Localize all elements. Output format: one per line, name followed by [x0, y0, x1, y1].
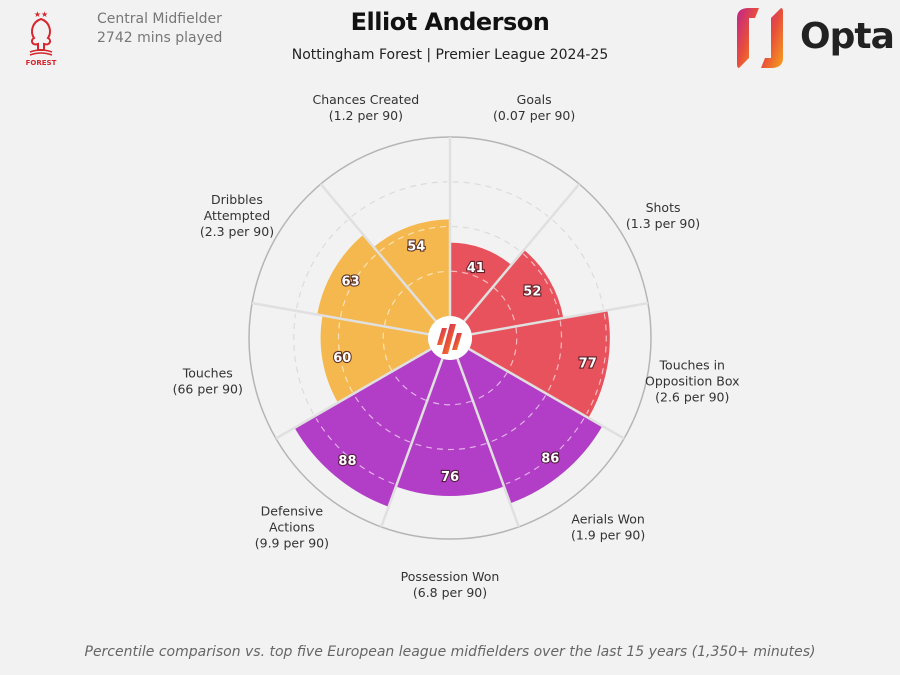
grid-ring: [552, 219, 604, 309]
grid-ring: [452, 181, 549, 218]
category-rate: (2.3 per 90): [200, 224, 274, 239]
category-label: Touches in Opposition Box (2.6 per 90): [645, 358, 740, 405]
grid-ring: [296, 219, 348, 309]
category-name: Dribbles: [211, 192, 263, 207]
category-name: Aerials Won: [571, 511, 644, 526]
category-name: Opposition Box: [645, 374, 740, 389]
category-label: Goals (0.07 per 90): [493, 92, 575, 123]
chart-subtitle: Nottingham Forest | Premier League 2024-…: [291, 47, 609, 63]
spoke: [463, 183, 581, 322]
grid-ring: [451, 225, 521, 252]
category-label: Aerials Won (1.9 per 90): [571, 511, 645, 542]
value-label: 77: [579, 356, 597, 371]
category-label: Defensive Actions (9.9 per 90): [255, 503, 329, 550]
chart-title: Elliot Anderson: [350, 8, 550, 36]
grid-ring: [451, 270, 493, 287]
grid-ring: [382, 327, 393, 371]
spoke: [456, 358, 520, 528]
spoke: [471, 301, 649, 336]
opta-brand-text: Opta: [800, 16, 895, 57]
category-label: Touches (66 per 90): [173, 366, 243, 397]
value-label: 76: [441, 470, 459, 485]
grid-ring: [473, 372, 508, 401]
slice-touches-in-opposition-box: [469, 310, 610, 418]
footnote: Percentile comparison vs. top five Europ…: [84, 644, 816, 660]
category-rate: (6.8 per 90): [413, 585, 487, 600]
category-rate: (2.6 per 90): [655, 390, 729, 405]
category-rate: (0.07 per 90): [493, 108, 575, 123]
spoke: [275, 347, 432, 440]
spoke: [380, 358, 444, 528]
spoke: [251, 301, 429, 336]
slice-touches: [320, 315, 431, 403]
grid-ring: [428, 400, 472, 406]
grid-ring: [379, 225, 449, 252]
category-rate: (66 per 90): [173, 382, 243, 397]
svg-text:FOREST: FOREST: [26, 59, 57, 67]
category-rate: (9.9 per 90): [255, 535, 329, 550]
category-rate: (1.9 per 90): [571, 527, 645, 542]
slice-possession-won: [395, 358, 505, 497]
grid-ring: [507, 327, 518, 371]
minutes-played: 2742 mins played: [97, 30, 223, 46]
opta-logo-icon: [737, 8, 783, 68]
slice-dribbles-attempted: [317, 234, 436, 335]
category-name: Chances Created: [312, 92, 419, 107]
center-logo: [428, 316, 472, 360]
grid-ring: [383, 287, 407, 326]
grid-ring: [407, 270, 449, 287]
category-name: Touches: [182, 366, 233, 381]
grid-ring: [493, 287, 517, 326]
player-position: Central Midfielder: [97, 11, 222, 27]
category-name: Shots: [646, 200, 681, 215]
spoke: [319, 183, 437, 322]
category-label: Shots (1.3 per 90): [626, 200, 700, 231]
grid-ring: [489, 395, 547, 443]
pizza-chart: 41 Goals (0.07 per 90) 52 Shots (1.3 per 90) 7…: [173, 92, 740, 600]
category-name: Actions: [269, 519, 315, 534]
grid-ring: [353, 395, 411, 443]
category-name: Attempted: [204, 208, 270, 223]
grid-ring: [392, 372, 427, 401]
player-info: Central Midfielder 2742 mins played: [97, 10, 222, 48]
value-label: 54: [407, 239, 425, 254]
value-label: 60: [333, 351, 351, 366]
grid-ring: [546, 320, 563, 393]
grid-ring: [293, 313, 314, 415]
spoke: [468, 347, 625, 440]
category-name: Touches in: [659, 358, 725, 373]
grid-ring: [505, 418, 585, 485]
grid-ring: [413, 442, 487, 451]
category-rate: (1.3 per 90): [626, 216, 700, 231]
category-name: Defensive: [261, 503, 324, 518]
category-label: Chances Created (1.2 per 90): [312, 92, 419, 123]
club-crest-logo: ★★ FOREST: [26, 10, 57, 67]
value-label: 88: [338, 454, 356, 469]
slice-aerials-won: [457, 349, 603, 504]
category-label: Possession Won (6.8 per 90): [401, 569, 500, 600]
value-label: 86: [541, 451, 559, 466]
category-label: Dribbles Attempted (2.3 per 90): [200, 192, 274, 239]
slice-goals: [450, 242, 512, 322]
svg-text:★★: ★★: [34, 10, 48, 19]
category-name: Possession Won: [401, 569, 500, 584]
grid-ring: [339, 253, 378, 317]
slice-chances-created: [373, 219, 450, 322]
grid-ring: [522, 253, 561, 317]
value-label: 41: [467, 261, 485, 276]
category-rate: (1.2 per 90): [329, 108, 403, 123]
value-label: 52: [523, 284, 541, 299]
grid-ring: [351, 181, 448, 218]
grid-ring: [315, 418, 395, 485]
grid-ring: [337, 320, 354, 393]
category-name: Goals: [517, 92, 552, 107]
value-label: 63: [342, 275, 360, 290]
grid-ring: [586, 313, 607, 415]
